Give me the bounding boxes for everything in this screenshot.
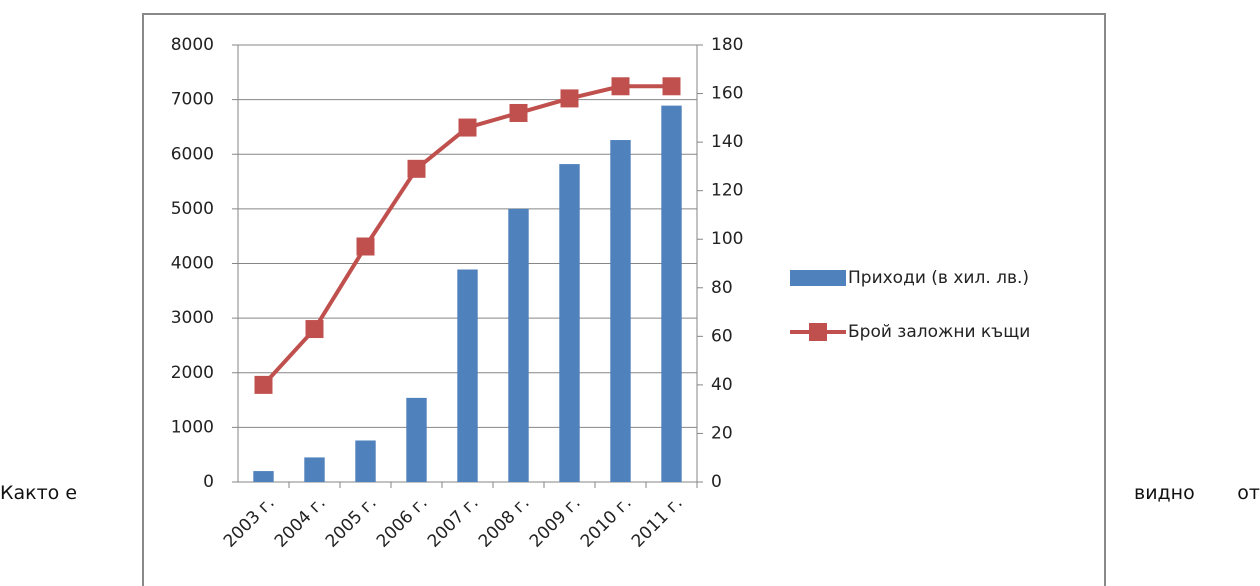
body-text: видно от bbox=[1134, 482, 1260, 504]
marker bbox=[254, 375, 273, 394]
y-tick-label: 4000 bbox=[171, 254, 214, 274]
y-tick-label: 0 bbox=[203, 472, 214, 492]
chart: 0 1000 2000 3000 4000 5000 6000 7000 8000 0 20 40 60… bbox=[142, 13, 1106, 586]
marker bbox=[662, 77, 681, 96]
bar bbox=[406, 397, 427, 482]
y2-tick-label: 40 bbox=[711, 375, 733, 395]
y-tick-label: 1000 bbox=[171, 417, 214, 437]
marker bbox=[458, 118, 477, 137]
bar bbox=[610, 140, 631, 483]
marker bbox=[509, 103, 528, 122]
y-tick-label: 7000 bbox=[171, 90, 214, 110]
y2-tick-label: 160 bbox=[711, 84, 743, 104]
y-tick-label: 5000 bbox=[171, 199, 214, 219]
marker bbox=[560, 89, 579, 108]
legend-label: Брой заложни къщи bbox=[848, 322, 1030, 342]
y2-tick-label: 140 bbox=[711, 132, 743, 152]
y2-tick-label: 60 bbox=[711, 326, 733, 346]
bar bbox=[661, 105, 682, 482]
marker bbox=[305, 320, 324, 339]
y-tick-label: 8000 bbox=[171, 35, 214, 55]
marker bbox=[407, 159, 426, 178]
legend-label: Приходи (в хил. лв.) bbox=[848, 268, 1029, 288]
bar bbox=[304, 457, 325, 482]
marker bbox=[611, 77, 630, 96]
bar bbox=[457, 269, 478, 482]
y-tick-label: 3000 bbox=[171, 308, 214, 328]
bar bbox=[508, 208, 529, 482]
legend-swatch bbox=[790, 270, 846, 286]
y2-tick-label: 20 bbox=[711, 423, 733, 443]
bar bbox=[559, 164, 580, 482]
bar bbox=[355, 440, 376, 482]
y2-tick-label: 120 bbox=[711, 181, 743, 201]
y2-tick-label: 180 bbox=[711, 35, 743, 55]
body-text: Както е bbox=[0, 482, 78, 504]
y-tick-label: 6000 bbox=[171, 144, 214, 164]
y2-tick-label: 100 bbox=[711, 229, 743, 249]
y2-tick-label: 80 bbox=[711, 278, 733, 298]
y-tick-label: 2000 bbox=[171, 363, 214, 383]
y2-tick-label: 0 bbox=[711, 472, 722, 492]
bar bbox=[253, 471, 274, 482]
marker bbox=[356, 237, 375, 256]
legend-swatch bbox=[809, 323, 827, 341]
